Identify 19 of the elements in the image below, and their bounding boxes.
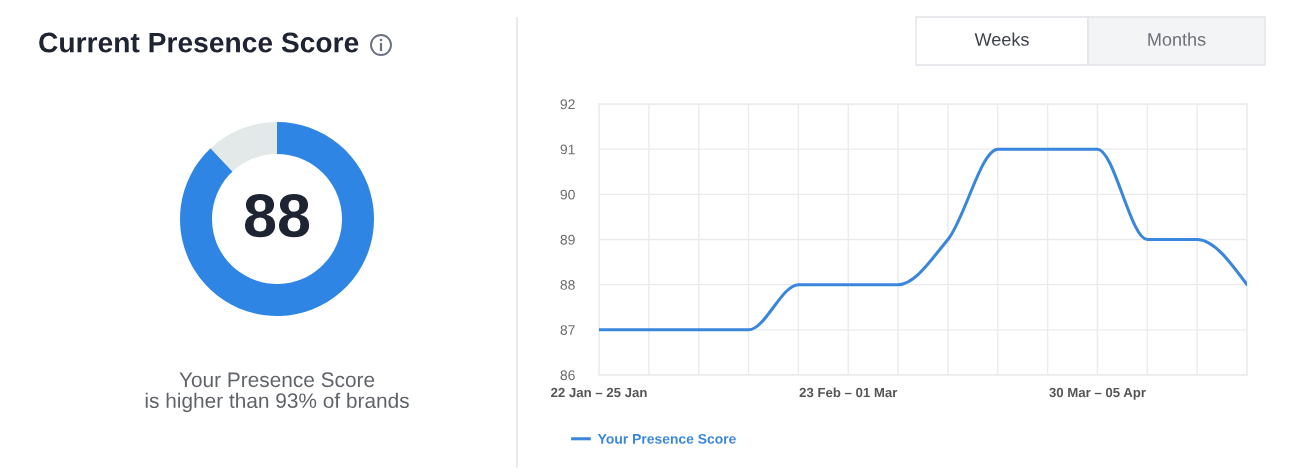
legend-label: Your Presence Score xyxy=(597,433,736,444)
text: Weeks xyxy=(974,32,1029,46)
line-series xyxy=(599,147,1247,332)
y-tick-label: 88 xyxy=(560,280,575,290)
y-tick-label: 89 xyxy=(560,234,575,245)
y-tick-label: 91 xyxy=(560,144,575,155)
x-tick-label: 22 Jan – 25 Jan xyxy=(551,387,647,398)
y-tick-label: 90 xyxy=(560,189,575,200)
y-tick-label: 87 xyxy=(560,325,575,335)
data-label: 88 xyxy=(244,194,310,238)
y-tick-label: 92 xyxy=(560,99,575,110)
text: Months xyxy=(1148,32,1206,46)
x-tick-label: 23 Feb – 01 Mar xyxy=(799,387,898,398)
y-tick-label: 86 xyxy=(560,370,575,381)
donut-slice xyxy=(210,122,277,172)
x-tick-label: 30 Mar – 05 Apr xyxy=(1049,387,1146,400)
text: Your Presence Score is higher than 93% of brands xyxy=(145,372,409,413)
chart-title: Current Presence Score xyxy=(39,32,359,53)
donut-slice xyxy=(180,122,374,316)
